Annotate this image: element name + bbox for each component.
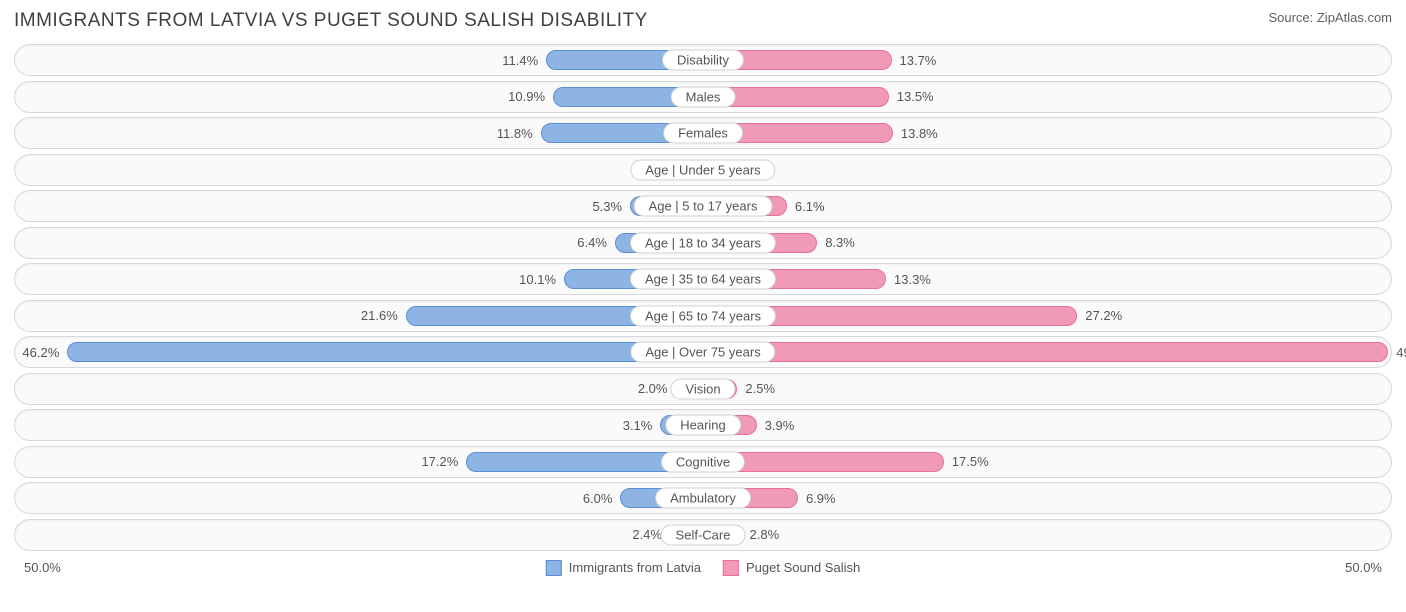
value-right: 6.1% xyxy=(795,191,825,221)
value-right: 6.9% xyxy=(806,483,836,513)
value-left: 17.2% xyxy=(421,447,458,477)
category-label: Age | 5 to 17 years xyxy=(634,196,773,217)
category-label: Ambulatory xyxy=(655,488,751,509)
value-left: 21.6% xyxy=(361,301,398,331)
value-right: 27.2% xyxy=(1085,301,1122,331)
chart-row: 17.2% 17.5% Cognitive xyxy=(14,446,1392,478)
chart-footer: 50.0% Immigrants from Latvia Puget Sound… xyxy=(14,557,1392,579)
header: IMMIGRANTS FROM LATVIA VS PUGET SOUND SA… xyxy=(14,10,1392,32)
value-left: 10.9% xyxy=(508,82,545,112)
category-label: Males xyxy=(671,86,736,107)
value-left: 11.8% xyxy=(497,118,533,148)
value-left: 6.0% xyxy=(583,483,613,513)
value-right: 13.8% xyxy=(901,118,938,148)
chart-row: 11.4% 13.7% Disability xyxy=(14,44,1392,76)
category-label: Age | 35 to 64 years xyxy=(630,269,776,290)
legend-swatch-left xyxy=(546,560,562,576)
value-right: 2.8% xyxy=(750,520,780,550)
chart-row: 21.6% 27.2% Age | 65 to 74 years xyxy=(14,300,1392,332)
axis-max-left: 50.0% xyxy=(24,560,61,575)
source-label: Source: ZipAtlas.com xyxy=(1268,10,1392,25)
legend: Immigrants from Latvia Puget Sound Salis… xyxy=(546,560,860,576)
category-label: Age | Under 5 years xyxy=(630,159,775,180)
category-label: Disability xyxy=(662,50,744,71)
value-right: 49.8% xyxy=(1396,337,1406,367)
value-left: 6.4% xyxy=(577,228,607,258)
category-label: Age | 65 to 74 years xyxy=(630,305,776,326)
category-label: Females xyxy=(663,123,743,144)
value-right: 2.5% xyxy=(745,374,775,404)
chart-row: 6.0% 6.9% Ambulatory xyxy=(14,482,1392,514)
value-right: 13.5% xyxy=(897,82,934,112)
chart-row: 10.9% 13.5% Males xyxy=(14,81,1392,113)
chart-row: 5.3% 6.1% Age | 5 to 17 years xyxy=(14,190,1392,222)
legend-item-left: Immigrants from Latvia xyxy=(546,560,701,576)
value-left: 2.0% xyxy=(638,374,668,404)
legend-swatch-right xyxy=(723,560,739,576)
value-right: 13.3% xyxy=(894,264,931,294)
category-label: Age | 18 to 34 years xyxy=(630,232,776,253)
value-left: 2.4% xyxy=(632,520,662,550)
value-left: 11.4% xyxy=(502,45,538,75)
chart-row: 10.1% 13.3% Age | 35 to 64 years xyxy=(14,263,1392,295)
legend-item-right: Puget Sound Salish xyxy=(723,560,860,576)
category-label: Hearing xyxy=(665,415,741,436)
diverging-bar-chart: 11.4% 13.7% Disability 10.9% 13.5% Males 11.8%… xyxy=(14,44,1392,551)
value-right: 13.7% xyxy=(900,45,937,75)
value-left: 5.3% xyxy=(592,191,622,221)
value-left: 46.2% xyxy=(22,337,59,367)
bar-right xyxy=(703,342,1388,362)
value-right: 17.5% xyxy=(952,447,989,477)
value-left: 3.1% xyxy=(623,410,653,440)
category-label: Vision xyxy=(670,378,735,399)
bar-left xyxy=(67,342,703,362)
category-label: Cognitive xyxy=(661,451,745,472)
value-right: 3.9% xyxy=(765,410,795,440)
legend-label-right: Puget Sound Salish xyxy=(746,560,860,575)
axis-max-right: 50.0% xyxy=(1345,560,1382,575)
chart-row: 11.8% 13.8% Females xyxy=(14,117,1392,149)
value-right: 8.3% xyxy=(825,228,855,258)
category-label: Age | Over 75 years xyxy=(630,342,775,363)
legend-label-left: Immigrants from Latvia xyxy=(569,560,701,575)
chart-row: 2.4% 2.8%Self-Care xyxy=(14,519,1392,551)
chart-row: 1.2%0.97%Age | Under 5 years xyxy=(14,154,1392,186)
chart-row: 6.4% 8.3% Age | 18 to 34 years xyxy=(14,227,1392,259)
chart-row: 46.2%49.8%Age | Over 75 years xyxy=(14,336,1392,368)
chart-title: IMMIGRANTS FROM LATVIA VS PUGET SOUND SA… xyxy=(14,10,648,32)
chart-row: 3.1% 3.9% Hearing xyxy=(14,409,1392,441)
chart-row: 2.0% 2.5% Vision xyxy=(14,373,1392,405)
value-left: 10.1% xyxy=(519,264,556,294)
category-label: Self-Care xyxy=(661,524,746,545)
